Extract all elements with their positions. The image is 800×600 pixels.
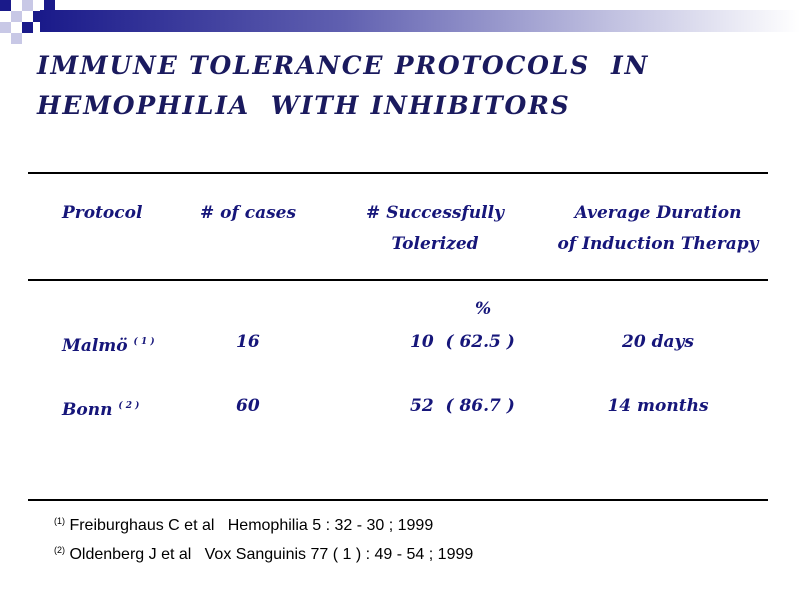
header-protocol: Protocol — [62, 203, 143, 223]
decor-square — [0, 0, 11, 11]
row-cases: 60 — [236, 396, 260, 416]
table-header-rule — [28, 279, 768, 281]
table-bottom-rule — [28, 499, 768, 501]
row-ref: ( 1 ) — [133, 337, 155, 347]
decor-square — [33, 11, 44, 22]
decor-square — [11, 11, 22, 22]
row-protocol: Malmö ( 1 ) — [62, 336, 155, 356]
row-cases: 16 — [236, 332, 260, 352]
header-cases: # of cases — [200, 203, 297, 223]
header-success-line1: # Successfully — [366, 203, 504, 223]
row-success: 52 ( 86.7 ) — [410, 396, 515, 416]
decor-square — [22, 0, 33, 11]
reference-number: (1) — [54, 516, 65, 526]
slide-title-line-1: IMMUNE TOLERANCE PROTOCOLS IN — [37, 51, 650, 80]
header-duration-line2: of Induction Therapy — [557, 234, 759, 254]
reference-item: (1) Freiburghaus C et al Hemophilia 5 : … — [54, 516, 433, 535]
reference-number: (2) — [54, 545, 65, 555]
header-gradient-bar — [40, 10, 800, 32]
percent-label: % — [475, 299, 492, 319]
row-duration: 20 days — [622, 332, 694, 352]
reference-text: Freiburghaus C et al Hemophilia 5 : 32 -… — [69, 517, 434, 534]
decor-square — [44, 0, 55, 11]
slide-title-line-2: HEMOPHILIA WITH INHIBITORS — [37, 91, 571, 120]
row-duration: 14 months — [607, 396, 709, 416]
decor-square — [11, 33, 22, 44]
row-success: 10 ( 62.5 ) — [410, 332, 515, 352]
decor-square — [0, 22, 11, 33]
reference-item: (2) Oldenberg J et al Vox Sanguinis 77 (… — [54, 545, 473, 564]
reference-text: Oldenberg J et al Vox Sanguinis 77 ( 1 )… — [69, 546, 474, 563]
row-ref: ( 2 ) — [118, 401, 140, 411]
table-top-rule — [28, 172, 768, 174]
header-success-line2: Tolerized — [391, 234, 479, 254]
header-duration-line1: Average Duration — [574, 203, 742, 223]
decor-square — [22, 22, 33, 33]
slide-title: IMMUNE TOLERANCE PROTOCOLS IN HEMOPHILIA… — [37, 46, 777, 126]
row-protocol: Bonn ( 2 ) — [62, 400, 140, 420]
